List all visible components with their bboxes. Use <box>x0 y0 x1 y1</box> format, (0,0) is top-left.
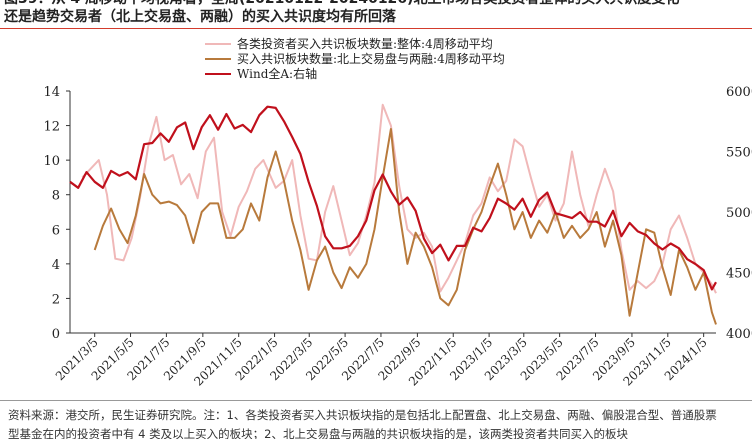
y-left-tick-label: 4 <box>52 258 60 273</box>
chart-legend: 各类投资者买入共识板块数量:整体:4周移动平均 买入共识板块数量:北上交易盘与两… <box>205 36 505 81</box>
y-right-tick-label: 4000 <box>726 327 752 342</box>
footnote-rule <box>0 400 752 401</box>
y-left-tick-label: 0 <box>52 327 60 342</box>
y-right-tick-label: 5000 <box>726 206 752 221</box>
legend-swatch-wind <box>205 72 231 75</box>
y-left-tick-label: 8 <box>52 189 60 204</box>
legend-label-wind: Wind全A:右轴 <box>237 67 318 81</box>
legend-item-northbound: 买入共识板块数量:北上交易盘与两融:4周移动平均 <box>205 51 505 66</box>
chart-axes: 02468101214400045005000550060002021/3/52… <box>43 85 752 389</box>
y-right-tick-label: 6000 <box>726 85 752 100</box>
legend-swatch-northbound <box>205 57 231 60</box>
chart-series <box>69 103 717 325</box>
y-left-tick-label: 14 <box>43 85 60 100</box>
title-divider <box>0 28 752 29</box>
y-left-tick-label: 6 <box>52 223 60 238</box>
chart-title-line-1: 图39：从 4 周移动平均视角看，全周(20210122-20240126)北上… <box>4 0 679 8</box>
chart-canvas: 02468101214400045005000550060002021/3/52… <box>43 85 752 389</box>
legend-label-northbound: 买入共识板块数量:北上交易盘与两融:4周移动平均 <box>237 52 505 66</box>
chart-title-line-2: 还是趋势交易者（北上交易盘、两融）的买入共识度均有所回落 <box>4 9 396 25</box>
legend-label-total: 各类投资者买入共识板块数量:整体:4周移动平均 <box>237 37 493 51</box>
footnote-line-2: 型基金在内的投资者中有 4 类及以上买入的板块；2、北上交易盘与两融的共识板块指… <box>8 427 628 439</box>
legend-swatch-total <box>205 42 231 45</box>
y-left-tick-label: 12 <box>43 120 60 135</box>
legend-item-total: 各类投资者买入共识板块数量:整体:4周移动平均 <box>205 36 505 51</box>
series-line-total <box>81 103 717 294</box>
legend-item-wind: Wind全A:右轴 <box>205 66 505 81</box>
y-left-tick-label: 2 <box>52 292 60 307</box>
y-right-tick-label: 4500 <box>726 267 752 282</box>
footnote: 资料来源：港交所，民生证券研究院。注：1、各类投资者买入共识板块指的是包括北上配… <box>8 406 752 439</box>
series-line-northbound <box>93 128 717 325</box>
footnote-line-1: 资料来源：港交所，民生证券研究院。注：1、各类投资者买入共识板块指的是包括北上配… <box>8 408 717 422</box>
y-right-tick-label: 5500 <box>726 146 752 161</box>
series-line-wind <box>69 105 717 291</box>
y-left-tick-label: 10 <box>43 154 60 169</box>
